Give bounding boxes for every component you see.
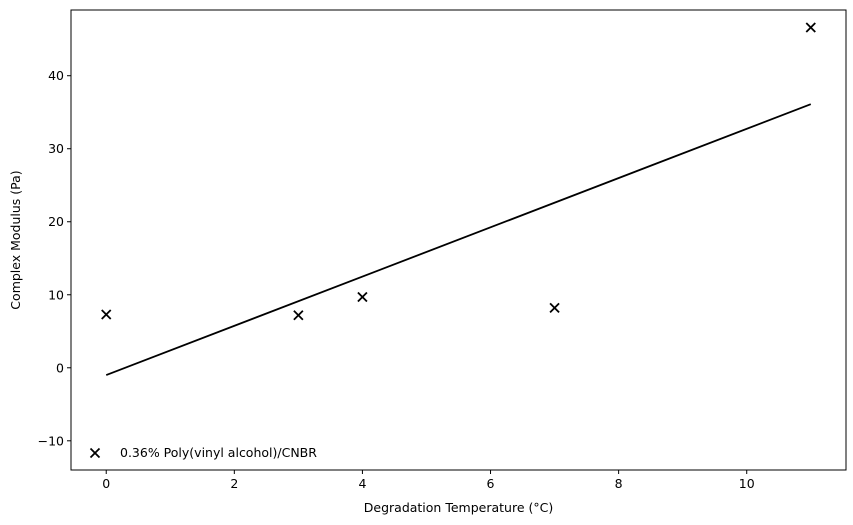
- y-tick-label: 30: [48, 141, 64, 156]
- data-point: [549, 302, 560, 314]
- data-point: [101, 309, 112, 320]
- data-points-layer: [101, 22, 816, 321]
- legend-marker: [89, 447, 101, 459]
- fit-line-layer: [105, 103, 812, 376]
- x-axis-label: Degradation Temperature (°C): [364, 500, 553, 515]
- plot-frame: [70, 9, 847, 471]
- fit-line: [105, 103, 812, 376]
- y-tick-label: 20: [48, 214, 64, 229]
- y-ticks: −10 0 10 20 30 40: [38, 68, 71, 448]
- y-axis-label: Complex Modulus (Pa): [8, 170, 23, 309]
- x-tick-label: 6: [487, 476, 495, 491]
- x-ticks: 0 2 4 6 8 10: [102, 470, 755, 491]
- legend-label: 0.36% Poly(vinyl alcohol)/CNBR: [120, 445, 317, 460]
- y-tick-label: −10: [38, 433, 64, 448]
- y-tick-label: 10: [48, 287, 64, 302]
- legend: 0.36% Poly(vinyl alcohol)/CNBR: [89, 445, 317, 460]
- x-tick-label: 4: [358, 476, 366, 491]
- y-tick-label: 0: [56, 360, 64, 375]
- y-tick-label: 40: [48, 68, 64, 83]
- x-tick-label: 8: [615, 476, 623, 491]
- x-tick-label: 2: [230, 476, 238, 491]
- x-tick-label: 0: [102, 476, 110, 491]
- data-point: [805, 22, 816, 33]
- data-point: [357, 291, 368, 303]
- data-point: [293, 310, 304, 321]
- x-tick-label: 10: [739, 476, 755, 491]
